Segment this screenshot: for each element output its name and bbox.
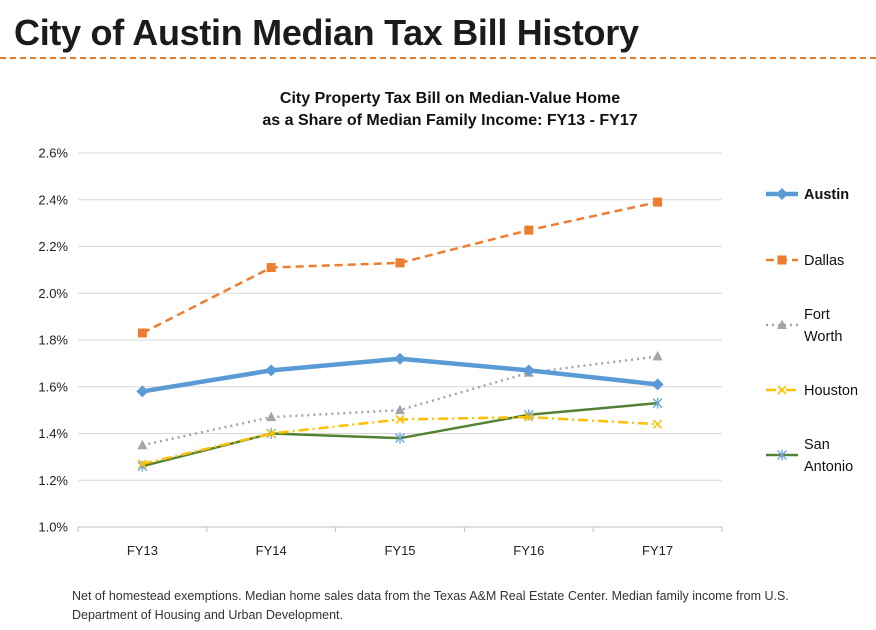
data-point-san-antonio xyxy=(652,397,663,409)
series-line-dallas xyxy=(141,200,658,335)
data-point-austin xyxy=(265,364,278,377)
x-tick-label: FY17 xyxy=(642,543,673,558)
data-point-houston xyxy=(395,414,405,425)
data-point-fort-worth xyxy=(266,411,277,422)
data-point-dallas xyxy=(653,197,663,207)
legend-label-san-antonio: San xyxy=(804,437,830,453)
legend-label-fort-worth: Fort xyxy=(804,307,830,323)
slide-title: City of Austin Median Tax Bill History xyxy=(14,12,639,53)
y-tick-label: 1.6% xyxy=(38,379,68,394)
legend-marker-san-antonio xyxy=(777,449,787,461)
y-tick-label: 2.0% xyxy=(38,286,68,301)
legend-label-dallas: Dallas xyxy=(804,253,844,269)
data-point-dallas xyxy=(395,258,405,268)
chart-title: City Property Tax Bill on Median-Value H… xyxy=(180,88,720,132)
data-point-austin xyxy=(394,352,406,365)
legend-label-fort-worth: Worth xyxy=(804,329,842,345)
y-tick-label: 1.0% xyxy=(38,520,68,535)
y-tick-label: 1.4% xyxy=(38,426,68,441)
x-tick-label: FY15 xyxy=(384,543,415,558)
y-tick-label: 2.4% xyxy=(38,192,68,207)
legend-label-san-antonio: Antonio xyxy=(804,459,853,475)
data-point-fort-worth xyxy=(395,404,405,415)
legend-marker-austin xyxy=(776,188,788,200)
series-line-fort-worth xyxy=(142,355,658,447)
chart-title-line-1: City Property Tax Bill on Median-Value H… xyxy=(279,90,621,107)
x-tick-label: FY14 xyxy=(256,543,287,558)
data-point-san-antonio xyxy=(395,432,405,444)
data-point-houston xyxy=(653,419,663,429)
title-divider xyxy=(0,57,876,59)
legend-marker-fort-worth xyxy=(777,319,787,329)
chart-title-line-2: as a Share of Median Family Income: FY13… xyxy=(262,112,638,129)
data-point-austin xyxy=(651,378,664,391)
x-tick-label: FY13 xyxy=(127,543,158,558)
data-point-dallas xyxy=(266,263,276,273)
y-tick-label: 1.8% xyxy=(38,333,68,348)
data-point-houston xyxy=(137,459,147,469)
y-tick-label: 2.6% xyxy=(38,146,68,161)
data-point-dallas xyxy=(137,328,147,338)
data-point-fort-worth xyxy=(652,350,663,361)
x-tick-label: FY16 xyxy=(513,543,544,558)
footnote: Net of homestead exemptions. Median home… xyxy=(72,589,789,622)
y-tick-label: 1.2% xyxy=(38,473,68,488)
data-point-houston xyxy=(524,412,534,422)
legend-marker-dallas xyxy=(777,255,787,265)
data-point-dallas xyxy=(524,225,534,235)
legend-marker-houston xyxy=(777,385,787,395)
data-point-fort-worth xyxy=(137,439,148,450)
data-point-houston xyxy=(266,428,276,439)
legend-label-austin: Austin xyxy=(804,187,849,203)
data-point-austin xyxy=(136,385,149,398)
legend-label-houston: Houston xyxy=(804,383,858,399)
y-tick-label: 2.2% xyxy=(38,239,68,254)
data-point-austin xyxy=(522,364,535,377)
